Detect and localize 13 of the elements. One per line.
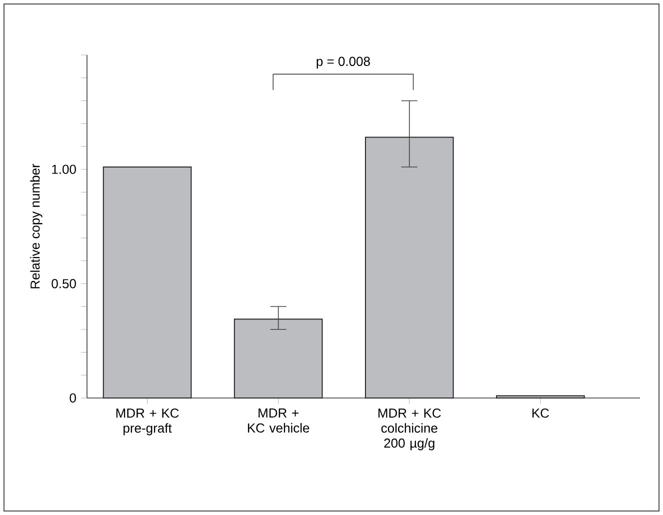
bar [496, 395, 585, 398]
bar [234, 318, 323, 398]
bar [102, 166, 192, 398]
bar [364, 136, 454, 398]
y-tick-label: 1.00 [52, 164, 76, 174]
annotation: p = 0.008 [316, 56, 370, 69]
x-tick-label: MDR + KC pre-graft [116, 408, 179, 436]
x-tick-label: MDR + KC colchicine 200 µg/g [378, 408, 441, 450]
y-tick-label: 0 [70, 393, 76, 403]
x-tick-label: MDR + KC vehicle [248, 408, 310, 433]
y-tick-label: 0.50 [52, 279, 76, 288]
x-tick-label: KC [532, 408, 549, 418]
y-axis-title: Relative copy number [30, 164, 42, 288]
